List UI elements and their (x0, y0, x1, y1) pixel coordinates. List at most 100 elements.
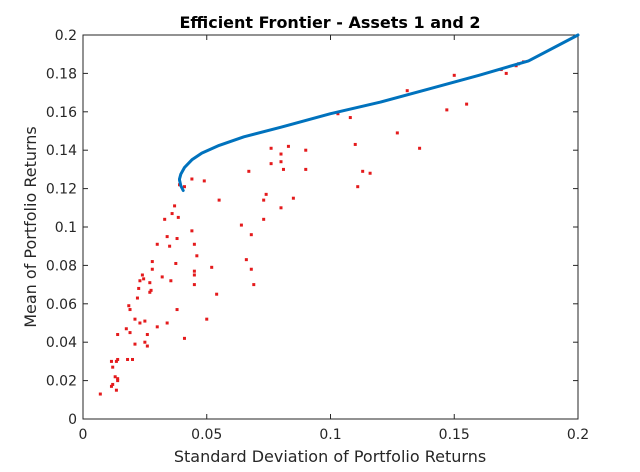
scatter-point (138, 321, 142, 325)
scatter-point (116, 357, 120, 361)
y-tick-label: 0.16 (46, 105, 77, 121)
scatter-point (336, 112, 340, 116)
scatter-point (173, 204, 177, 208)
scatter-point (114, 359, 118, 363)
scatter-point (269, 162, 273, 166)
scatter-point (124, 327, 128, 331)
x-tick-label: 0 (79, 427, 88, 443)
scatter-point (192, 273, 196, 277)
scatter-point (264, 192, 268, 196)
scatter-point (244, 258, 248, 262)
scatter-point (133, 342, 137, 346)
scatter-point (140, 273, 144, 277)
scatter-point (249, 233, 253, 237)
scatter-point (262, 198, 266, 202)
scatter-point (114, 388, 118, 392)
scatter-point (269, 146, 273, 150)
scatter-point (142, 277, 146, 281)
scatter-point (353, 142, 357, 146)
scatter-point (205, 317, 209, 321)
scatter-point (109, 359, 113, 363)
scatter-point (176, 215, 180, 219)
scatter-point (168, 244, 172, 248)
scatter-point (163, 217, 167, 221)
y-axis-label: Mean of Portfolio Returns (21, 126, 40, 328)
scatter-point (279, 160, 283, 164)
scatter-point (279, 206, 283, 210)
scatter-point (445, 108, 449, 112)
scatter-point (215, 292, 219, 296)
plot-area: 0 0.05 0.1 0.15 0.2 0 0.02 0.04 0.06 0.08 0.1 0.12 0… (46, 28, 589, 443)
scatter-point (116, 379, 120, 383)
scatter-point (210, 265, 214, 269)
x-tick-label: 0.1 (319, 427, 341, 443)
scatter-point (192, 269, 196, 273)
x-axis-label: Standard Deviation of Portfolio Returns (174, 447, 486, 466)
scatter-point (239, 223, 243, 227)
scatter-point (348, 116, 352, 120)
scatter-point (286, 144, 290, 148)
scatter-point (169, 279, 173, 283)
scatter-point (150, 260, 154, 264)
scatter-point (405, 89, 409, 93)
scatter-point (175, 237, 179, 241)
scatter-point (262, 217, 266, 221)
y-tick-label: 0.14 (46, 143, 77, 159)
scatter-point (127, 304, 131, 308)
scatter-point (165, 321, 169, 325)
scatter-point (395, 131, 399, 135)
chart-title: Efficient Frontier - Assets 1 and 2 (179, 13, 480, 32)
y-tick-label: 0.02 (46, 374, 77, 390)
scatter-point (145, 333, 149, 337)
y-tick-label: 0.18 (46, 66, 77, 82)
scatter-point (192, 242, 196, 246)
scatter-point (143, 340, 147, 344)
scatter-point (361, 169, 365, 173)
x-tick-label: 0.15 (439, 427, 470, 443)
scatter-point (128, 331, 132, 335)
scatter-point (155, 242, 159, 246)
scatter-point (202, 179, 206, 183)
y-tick-label: 0.2 (55, 28, 77, 44)
scatter-point (279, 152, 283, 156)
scatter-point (148, 281, 152, 285)
scatter-point (452, 73, 456, 77)
y-tick-label: 0.12 (46, 182, 77, 198)
scatter-point (418, 146, 422, 150)
frontier-line (178, 33, 580, 192)
scatter-point (111, 382, 115, 386)
scatter-point (116, 333, 120, 337)
y-tick-label: 0 (68, 412, 77, 428)
scatter-point (170, 212, 174, 216)
scatter-point (126, 357, 130, 361)
scatter-point (174, 261, 178, 265)
y-tick-label: 0.1 (55, 220, 77, 236)
scatter-point (368, 171, 372, 175)
scatter-point (98, 392, 102, 396)
scatter-point (175, 308, 179, 312)
scatter-point (113, 375, 117, 379)
scatter-point (165, 235, 169, 239)
scatter-point (137, 286, 141, 290)
x-tick-label: 0.05 (191, 427, 222, 443)
y-tick-label: 0.08 (46, 258, 77, 274)
scatter-point (143, 319, 147, 323)
scatter-point (138, 279, 142, 283)
y-tick-label: 0.04 (46, 335, 77, 351)
scatter-point (182, 336, 186, 340)
scatter-point (131, 357, 134, 361)
scatter-point (304, 148, 308, 152)
scatter-point (133, 317, 137, 321)
scatter-point (190, 229, 194, 233)
scatter-point (247, 169, 251, 173)
scatter-point (252, 283, 256, 287)
scatter-point (149, 288, 153, 292)
scatter-point (356, 185, 360, 189)
scatter-point (182, 185, 186, 189)
scatter-point (109, 384, 113, 388)
scatter-point (128, 308, 132, 312)
scatter-point (116, 377, 120, 381)
scatter-point (160, 275, 164, 279)
scatter-point (190, 177, 194, 181)
